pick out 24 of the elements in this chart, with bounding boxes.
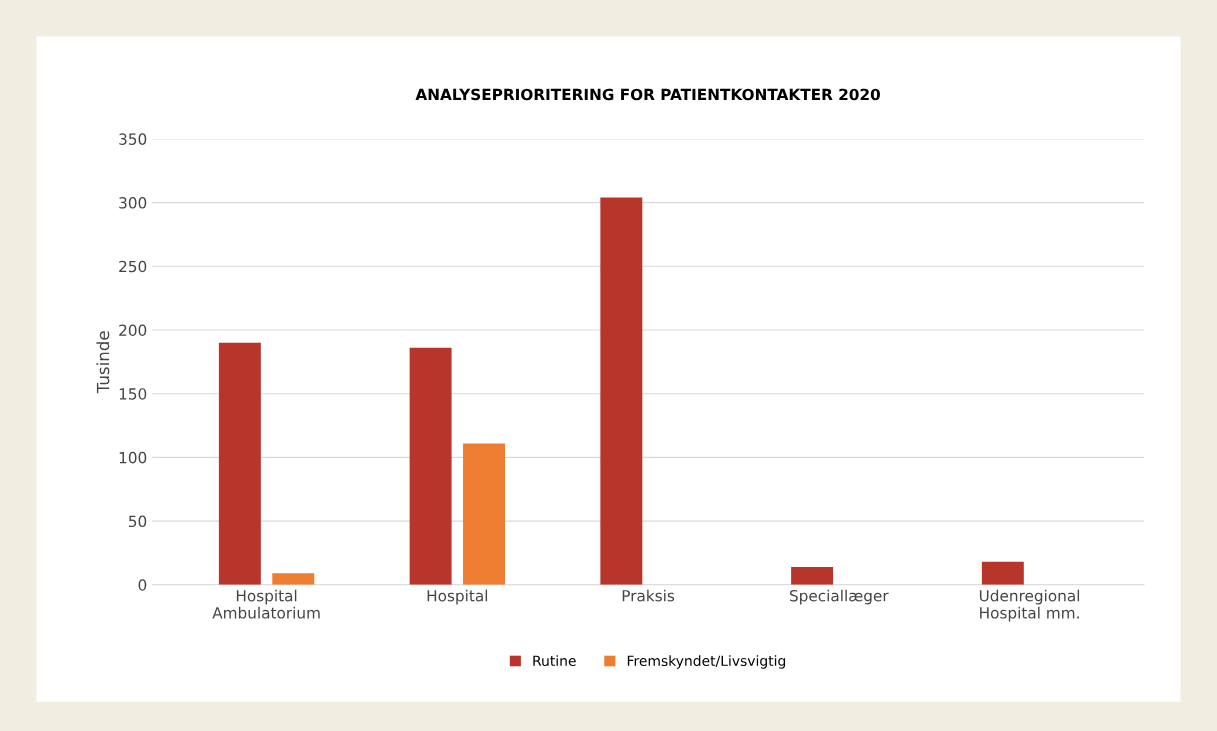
- bar: [981, 561, 1024, 585]
- legend-label: Fremskyndet/Livsvigtig: [627, 655, 786, 669]
- bar: [409, 347, 452, 585]
- y-tick-label: 200: [119, 324, 147, 337]
- y-tick-label: 0: [138, 579, 147, 591]
- legend-label: Rutine: [533, 655, 576, 667]
- bar: [463, 443, 505, 585]
- x-tick-label: Udenregional Hospital mm.: [979, 589, 1080, 622]
- chart-title: ANALYSEPRIORITERING FOR PATIENTKONTAKTER 2020: [415, 88, 880, 101]
- y-tick-label: 250: [119, 260, 147, 273]
- y-tick-label: 50: [129, 515, 147, 528]
- bar: [791, 566, 834, 585]
- x-tick-label: Speciallæger: [789, 589, 889, 605]
- x-tick-label: Hospital Ambulatorium: [212, 589, 320, 619]
- y-axis-title: Tusinde: [96, 331, 110, 394]
- bar: [272, 573, 315, 585]
- x-tick-label: Praksis: [622, 589, 675, 602]
- y-tick-label: 150: [119, 388, 147, 400]
- x-tick-label: Hospital: [427, 589, 488, 605]
- bar: [218, 342, 261, 585]
- y-tick-label: 100: [119, 451, 147, 464]
- y-tick-label: 350: [119, 133, 147, 145]
- y-tick-label: 300: [119, 197, 147, 209]
- bar: [600, 197, 643, 585]
